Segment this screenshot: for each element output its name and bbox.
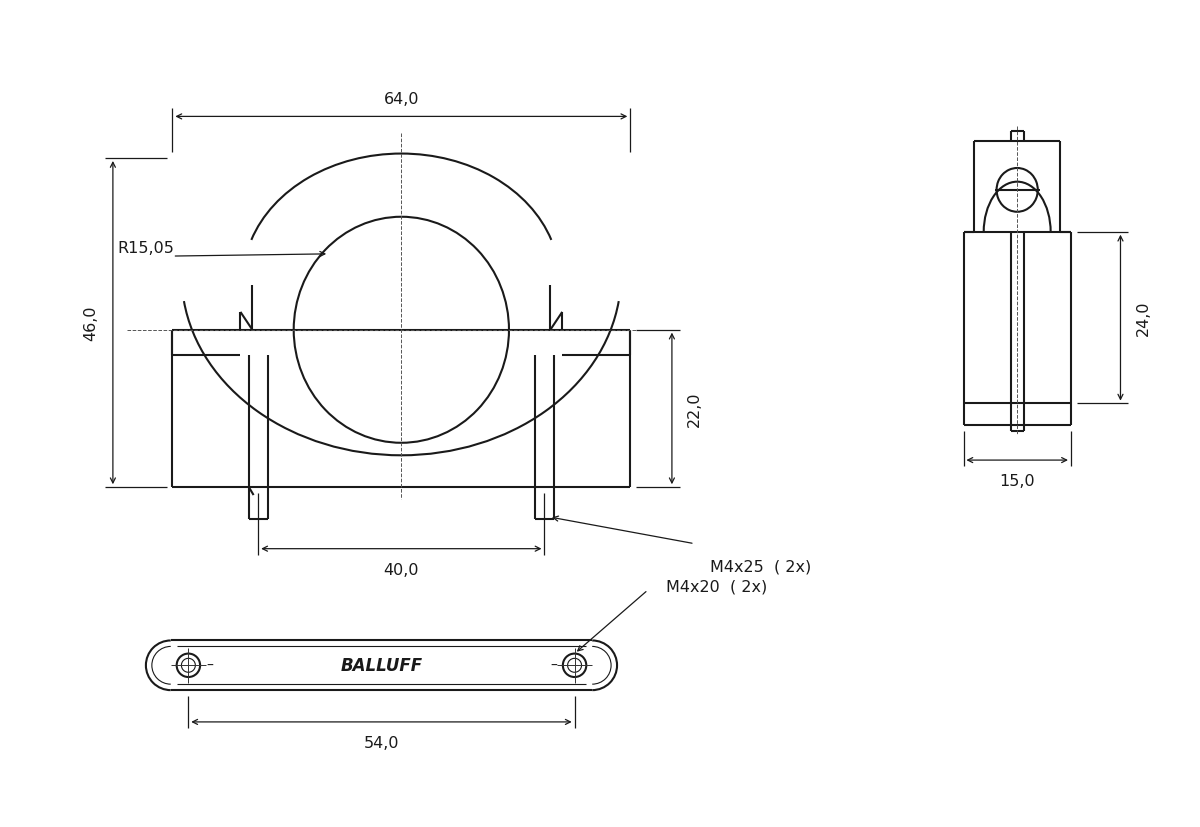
Text: 46,0: 46,0	[83, 305, 98, 341]
Text: R15,05: R15,05	[118, 241, 175, 256]
Text: 24,0: 24,0	[1135, 300, 1151, 336]
Text: 40,0: 40,0	[384, 562, 419, 577]
Text: 22,0: 22,0	[686, 391, 702, 427]
Text: –: –	[206, 658, 212, 672]
Text: M4x20  ( 2x): M4x20 ( 2x)	[666, 579, 767, 594]
Text: BALLUFF: BALLUFF	[341, 657, 422, 675]
Text: 54,0: 54,0	[364, 735, 400, 750]
Text: –: –	[550, 658, 557, 672]
Text: M4x25  ( 2x): M4x25 ( 2x)	[709, 559, 811, 574]
Text: 64,0: 64,0	[384, 93, 419, 108]
Text: 15,0: 15,0	[1000, 473, 1034, 489]
